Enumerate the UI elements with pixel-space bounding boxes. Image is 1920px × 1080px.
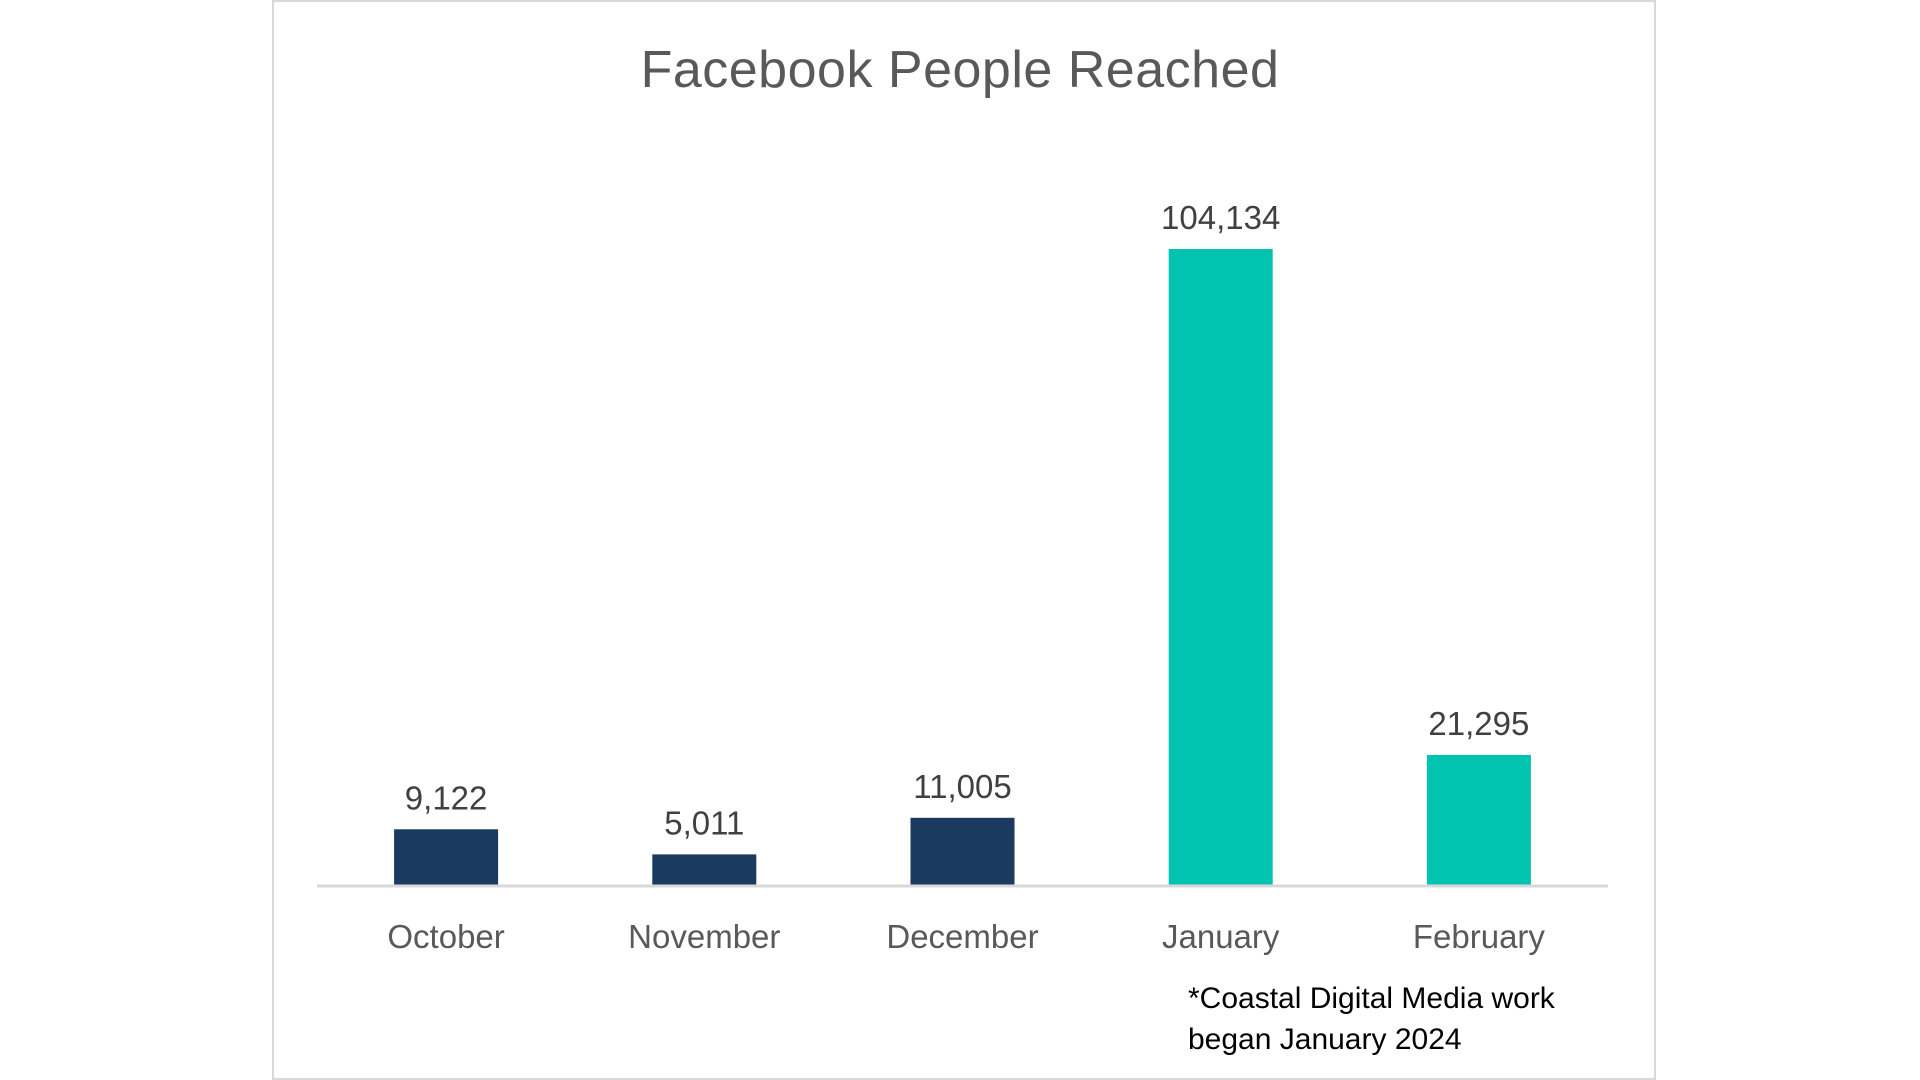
value-label-november: 5,011 bbox=[664, 804, 744, 841]
category-labels-group: October November December January February bbox=[387, 918, 1545, 955]
bar-january bbox=[1168, 249, 1273, 885]
footnote-line-1: *Coastal Digital Media work bbox=[1188, 982, 1555, 1015]
value-label-february: 21,295 bbox=[1428, 705, 1529, 742]
category-label-february: February bbox=[1413, 918, 1546, 955]
chart-frame bbox=[272, 0, 1656, 1080]
bar-february bbox=[1426, 754, 1531, 885]
category-label-october: October bbox=[387, 918, 504, 955]
footnote: *Coastal Digital Media work began Januar… bbox=[1188, 978, 1628, 1060]
value-label-january: 104,134 bbox=[1161, 199, 1280, 236]
bars-group bbox=[394, 249, 1531, 885]
bar-december bbox=[910, 817, 1015, 885]
category-label-january: January bbox=[1162, 918, 1280, 955]
bar-october bbox=[394, 829, 499, 885]
category-label-december: December bbox=[886, 918, 1038, 955]
chart-title: Facebook People Reached bbox=[640, 41, 1280, 99]
category-label-november: November bbox=[628, 918, 780, 955]
value-labels-group: 9,122 5,011 11,005 104,134 21,295 bbox=[405, 199, 1530, 841]
value-label-december: 11,005 bbox=[913, 768, 1011, 805]
bar-november bbox=[652, 854, 757, 885]
value-label-october: 9,122 bbox=[405, 779, 488, 816]
footnote-line-2: began January 2024 bbox=[1188, 1023, 1462, 1056]
